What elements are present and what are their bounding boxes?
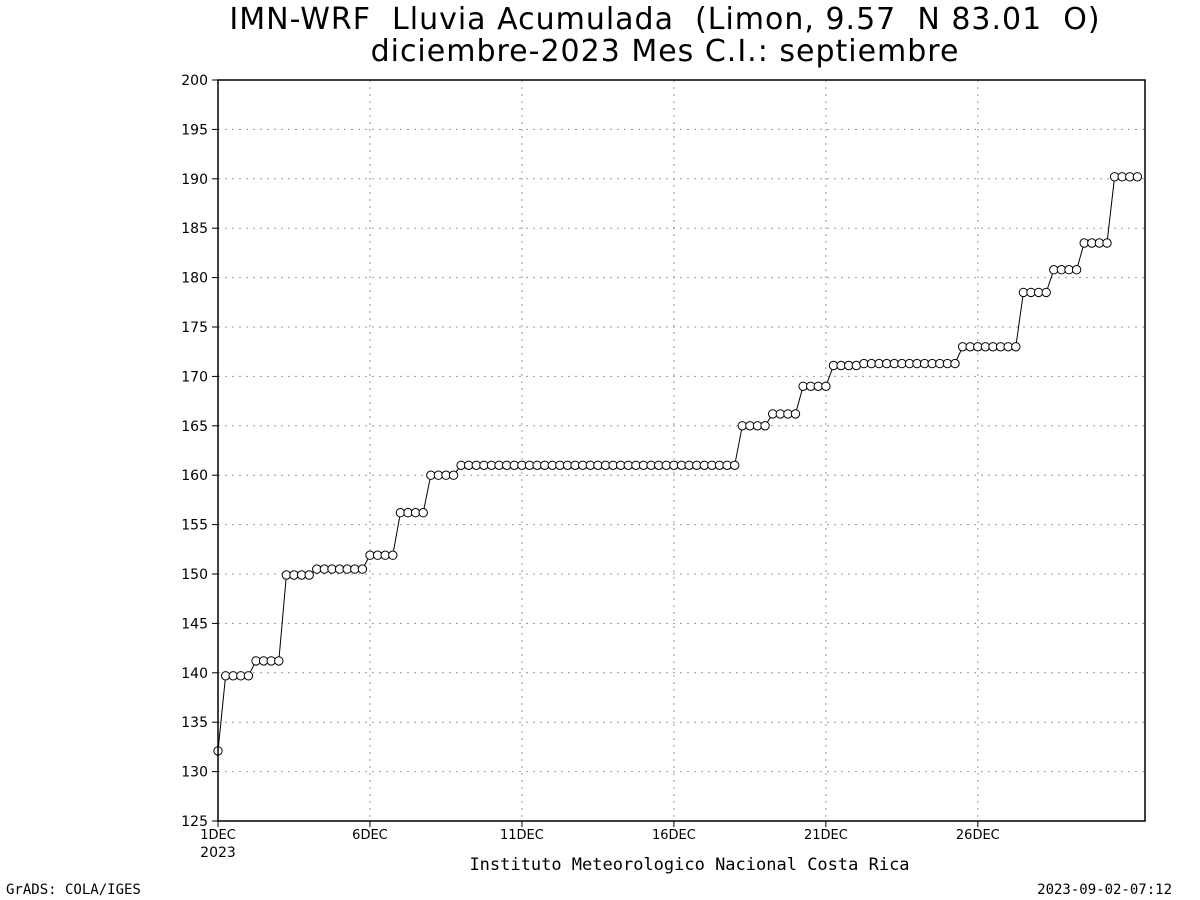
x-tick-label: 26DEC — [956, 828, 1000, 843]
y-tick-label: 170 — [181, 369, 208, 385]
y-tick-label: 125 — [181, 814, 208, 830]
data-point — [357, 564, 368, 574]
y-tick-label: 150 — [181, 567, 208, 583]
footer-right: 2023-09-02-07:12 — [1037, 882, 1172, 898]
data-point — [730, 460, 740, 470]
y-tick-label: 180 — [181, 271, 208, 287]
data-point — [1011, 342, 1021, 352]
plot-frame — [217, 79, 1146, 822]
data-point — [388, 550, 398, 560]
x-tick-label: 11DEC — [500, 828, 544, 843]
y-tick-label: 200 — [181, 73, 208, 89]
y-tick-label: 165 — [181, 419, 208, 435]
y-tick-label: 145 — [181, 616, 208, 632]
y-tick-label: 155 — [181, 518, 208, 534]
y-tick-label: 140 — [181, 666, 208, 682]
data-point — [821, 381, 831, 391]
x-axis-label: Instituto Meteorologico Nacional Costa R… — [469, 855, 909, 875]
data-point — [243, 671, 254, 681]
y-tick-label: 185 — [181, 221, 208, 237]
data-point — [1041, 287, 1051, 298]
x-tick-label: 16DEC — [652, 828, 696, 843]
x-tick-sublabel: 2023 — [200, 845, 236, 861]
data-point — [1132, 172, 1143, 182]
data-point — [950, 358, 960, 369]
data-point — [274, 656, 284, 666]
x-tick-label: 21DEC — [804, 828, 848, 843]
x-tick-label: 6DEC — [352, 828, 388, 843]
data-point — [851, 360, 861, 371]
chart-title: IMN-WRF Lluvia Acumulada (Limon, 9.57 N … — [229, 2, 1101, 37]
chart-subtitle: diciembre-2023 Mes C.I.: septiembre — [370, 34, 960, 69]
data-point — [448, 470, 459, 480]
y-tick-label: 175 — [181, 320, 208, 336]
data-point — [1102, 238, 1112, 248]
x-tick-label: 1DEC — [200, 828, 236, 843]
footer-left: GrADS: COLA/IGES — [6, 882, 141, 898]
axis-ticks: 125 130 135 140 145 150 155 160 165 170 175 180 185 1… — [181, 73, 999, 861]
data-point — [418, 508, 428, 518]
data-point — [790, 409, 801, 419]
data-point — [760, 421, 770, 431]
y-tick-label: 195 — [181, 122, 208, 138]
grid — [218, 80, 1145, 821]
y-tick-label: 135 — [181, 715, 208, 731]
data-point — [304, 570, 314, 580]
data-point — [1071, 265, 1082, 275]
series-group — [213, 172, 1143, 756]
y-tick-label: 190 — [181, 172, 208, 188]
y-tick-label: 160 — [181, 468, 208, 484]
y-tick-label: 130 — [181, 765, 208, 781]
